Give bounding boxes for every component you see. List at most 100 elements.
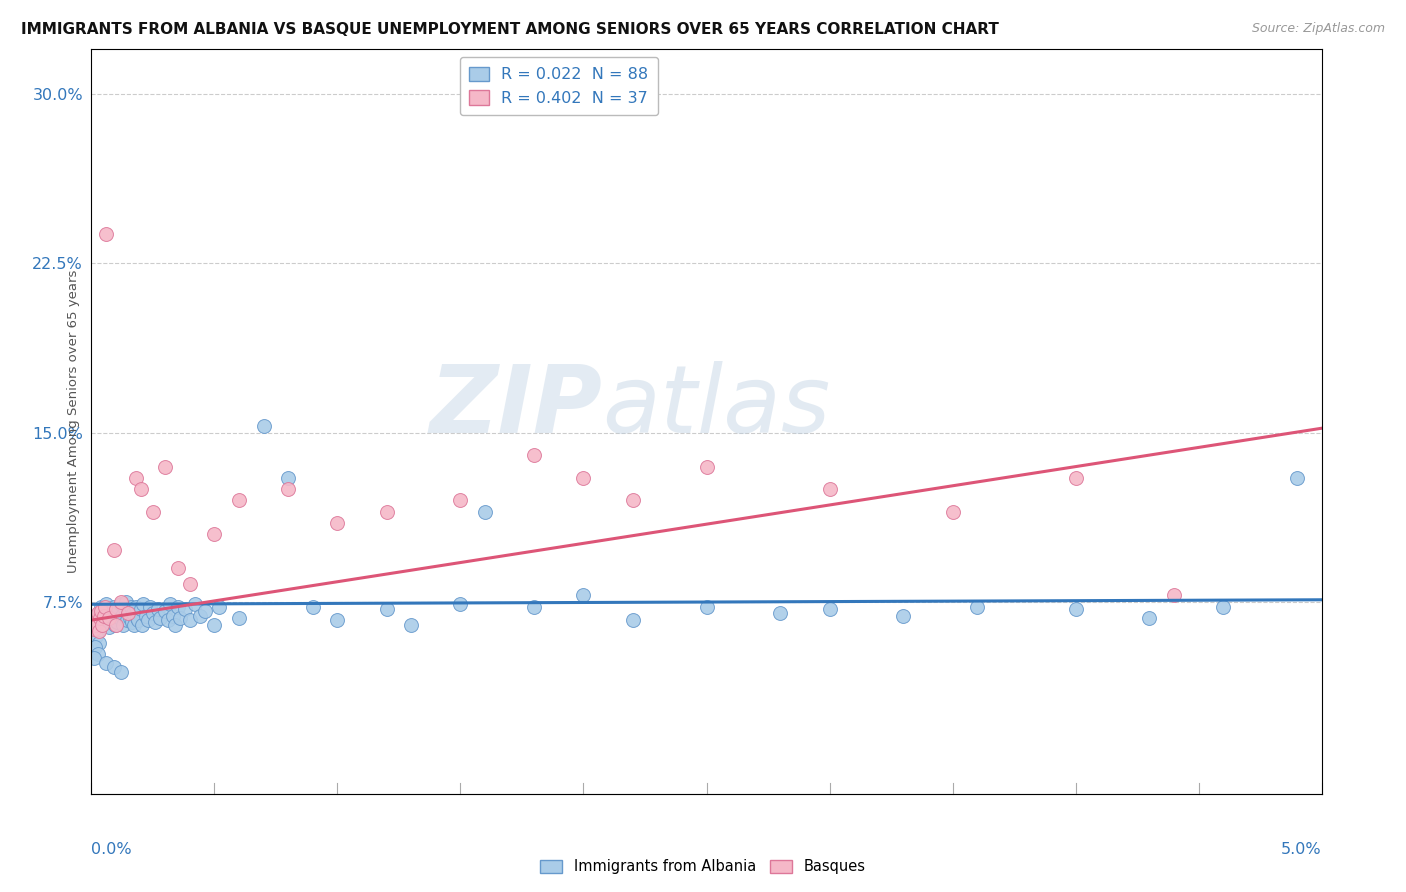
Point — [87, 624, 110, 639]
Point — [97, 620, 120, 634]
Point — [89, 617, 111, 632]
Point — [91, 611, 114, 625]
Point — [202, 617, 225, 632]
Point — [375, 602, 398, 616]
Point — [89, 611, 111, 625]
Point — [112, 617, 135, 632]
Point — [96, 608, 118, 623]
Point — [96, 227, 117, 241]
Point — [326, 516, 349, 530]
Point — [142, 505, 165, 519]
Point — [90, 599, 112, 614]
Point — [572, 471, 595, 485]
Point — [162, 608, 184, 623]
Point — [696, 599, 718, 614]
Point — [86, 624, 108, 639]
Point — [696, 459, 718, 474]
Point — [523, 448, 546, 462]
Point — [942, 505, 965, 519]
Point — [114, 595, 138, 609]
Point — [135, 608, 156, 623]
Point — [103, 599, 125, 614]
Point — [253, 419, 276, 434]
Point — [104, 617, 127, 632]
Point — [105, 602, 127, 616]
Point — [84, 613, 107, 627]
Point — [228, 493, 250, 508]
Point — [83, 651, 105, 665]
Point — [149, 611, 172, 625]
Text: ZIP: ZIP — [429, 360, 602, 452]
Point — [621, 493, 644, 508]
Text: Source: ZipAtlas.com: Source: ZipAtlas.com — [1251, 22, 1385, 36]
Point — [129, 482, 152, 496]
Text: atlas: atlas — [602, 361, 830, 452]
Point — [142, 607, 165, 621]
Point — [115, 613, 138, 627]
Point — [94, 615, 117, 630]
Point — [87, 635, 110, 649]
Point — [399, 617, 422, 632]
Text: IMMIGRANTS FROM ALBANIA VS BASQUE UNEMPLOYMENT AMONG SENIORS OVER 65 YEARS CORRE: IMMIGRANTS FROM ALBANIA VS BASQUE UNEMPL… — [21, 22, 1000, 37]
Point — [110, 665, 132, 679]
Point — [105, 607, 127, 621]
Point — [129, 602, 152, 616]
Point — [375, 505, 398, 519]
Point — [277, 471, 299, 485]
Point — [183, 597, 207, 611]
Point — [572, 588, 595, 602]
Point — [83, 622, 105, 636]
Point — [621, 613, 644, 627]
Point — [105, 615, 128, 630]
Point — [103, 543, 125, 558]
Point — [105, 617, 127, 632]
Point — [100, 611, 122, 625]
Point — [91, 617, 114, 632]
Point — [93, 604, 115, 618]
Point — [188, 608, 211, 623]
Point — [228, 611, 250, 625]
Point — [163, 617, 186, 632]
Point — [145, 615, 166, 630]
Point — [139, 599, 162, 614]
Point — [86, 607, 108, 621]
Point — [87, 607, 110, 621]
Point — [146, 602, 169, 616]
Point — [474, 505, 496, 519]
Y-axis label: Unemployment Among Seniors over 65 years: Unemployment Among Seniors over 65 years — [67, 269, 80, 574]
Point — [174, 602, 197, 616]
Point — [1137, 611, 1160, 625]
Point — [326, 613, 349, 627]
Point — [136, 613, 159, 627]
Point — [94, 599, 117, 614]
Point — [169, 611, 191, 625]
Point — [301, 599, 323, 614]
Point — [193, 604, 217, 618]
Point — [1212, 599, 1234, 614]
Point — [97, 611, 120, 625]
Point — [96, 597, 117, 611]
Point — [277, 482, 299, 496]
Point — [84, 640, 107, 655]
Point — [179, 613, 201, 627]
Point — [110, 595, 132, 609]
Point — [124, 617, 146, 632]
Point — [153, 459, 177, 474]
Point — [86, 617, 108, 632]
Point — [449, 493, 471, 508]
Point — [124, 599, 148, 614]
Point — [90, 604, 112, 618]
Point — [966, 599, 988, 614]
Point — [127, 613, 149, 627]
Point — [153, 604, 177, 618]
Point — [166, 599, 188, 614]
Point — [111, 608, 134, 623]
Point — [120, 599, 142, 614]
Point — [86, 629, 108, 643]
Point — [132, 597, 155, 611]
Point — [769, 607, 792, 621]
Point — [114, 602, 136, 616]
Point — [84, 613, 107, 627]
Point — [818, 482, 841, 496]
Point — [124, 471, 148, 485]
